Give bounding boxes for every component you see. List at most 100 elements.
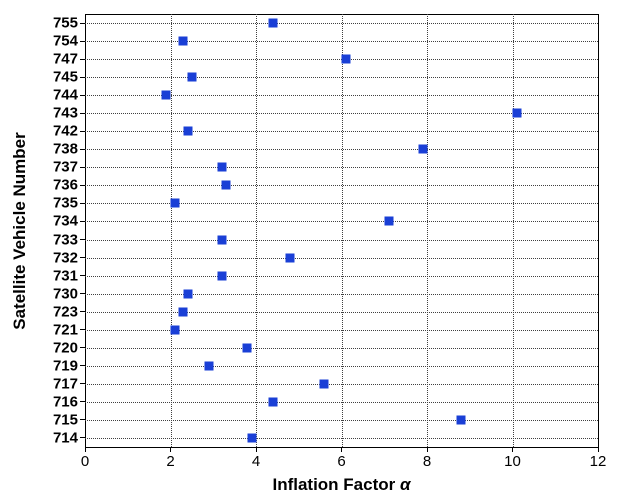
y-tick-mark	[80, 257, 85, 258]
y-tick-mark	[80, 365, 85, 366]
x-gridline	[513, 14, 514, 447]
y-tick-label: 730	[53, 285, 78, 302]
y-tick-mark	[80, 437, 85, 438]
y-tick-mark	[80, 41, 85, 42]
data-marker	[187, 73, 196, 82]
data-marker	[418, 145, 427, 154]
y-gridline	[85, 348, 598, 349]
data-marker	[512, 109, 521, 118]
y-tick-mark	[80, 293, 85, 294]
y-tick-label: 754	[53, 33, 78, 50]
y-tick-label: 736	[53, 177, 78, 194]
x-tick-mark	[512, 447, 513, 452]
y-axis-title-text: Satellite Vehicle Number	[10, 132, 29, 329]
y-gridline	[85, 203, 598, 204]
data-marker	[384, 217, 393, 226]
y-tick-label: 731	[53, 267, 78, 284]
y-tick-mark	[80, 185, 85, 186]
y-gridline	[85, 185, 598, 186]
y-tick-label: 723	[53, 303, 78, 320]
y-tick-label: 737	[53, 159, 78, 176]
x-tick-mark	[598, 447, 599, 452]
y-gridline	[85, 240, 598, 241]
y-gridline	[85, 312, 598, 313]
y-gridline	[85, 23, 598, 24]
x-tick-mark	[427, 447, 428, 452]
axis-border-right	[598, 14, 599, 447]
data-marker	[269, 397, 278, 406]
y-tick-label: 733	[53, 231, 78, 248]
data-marker	[341, 55, 350, 64]
y-tick-label: 717	[53, 375, 78, 392]
data-marker	[247, 433, 256, 442]
data-marker	[183, 289, 192, 298]
y-tick-mark	[80, 77, 85, 78]
y-tick-label: 744	[53, 87, 78, 104]
data-marker	[170, 199, 179, 208]
data-marker	[204, 361, 213, 370]
x-tick-mark	[341, 447, 342, 452]
y-tick-label: 714	[53, 429, 78, 446]
data-marker	[170, 325, 179, 334]
x-tick-label: 4	[252, 453, 260, 470]
data-marker	[286, 253, 295, 262]
y-tick-mark	[80, 275, 85, 276]
y-tick-label: 745	[53, 69, 78, 86]
data-marker	[179, 37, 188, 46]
axis-border-left	[85, 14, 86, 447]
y-gridline	[85, 131, 598, 132]
y-tick-label: 720	[53, 339, 78, 356]
y-tick-mark	[80, 203, 85, 204]
y-tick-mark	[80, 167, 85, 168]
y-gridline	[85, 77, 598, 78]
y-tick-label: 734	[53, 213, 78, 230]
y-tick-mark	[80, 221, 85, 222]
x-tick-label: 2	[166, 453, 174, 470]
data-marker	[269, 19, 278, 28]
y-tick-label: 715	[53, 411, 78, 428]
data-marker	[217, 271, 226, 280]
x-axis-title-text: Inflation Factor	[272, 475, 400, 494]
data-marker	[217, 163, 226, 172]
y-gridline	[85, 221, 598, 222]
y-tick-mark	[80, 311, 85, 312]
x-tick-label: 10	[504, 453, 521, 470]
y-tick-label: 738	[53, 141, 78, 158]
y-tick-mark	[80, 347, 85, 348]
scatter-chart: Satellite Vehicle Number Inflation Facto…	[0, 0, 617, 503]
y-tick-label: 735	[53, 195, 78, 212]
y-tick-mark	[80, 131, 85, 132]
y-tick-label: 721	[53, 321, 78, 338]
data-marker	[243, 343, 252, 352]
y-gridline	[85, 330, 598, 331]
x-gridline	[427, 14, 428, 447]
data-marker	[320, 379, 329, 388]
y-tick-mark	[80, 383, 85, 384]
data-marker	[457, 415, 466, 424]
x-axis-title-alpha: α	[400, 475, 411, 494]
y-tick-mark	[80, 239, 85, 240]
y-tick-label: 747	[53, 51, 78, 68]
data-marker	[183, 127, 192, 136]
y-tick-mark	[80, 419, 85, 420]
x-tick-label: 6	[337, 453, 345, 470]
x-tick-mark	[170, 447, 171, 452]
y-gridline	[85, 366, 598, 367]
x-axis-title: Inflation Factor α	[85, 475, 598, 495]
y-tick-label: 716	[53, 393, 78, 410]
x-gridline	[256, 14, 257, 447]
y-gridline	[85, 420, 598, 421]
y-gridline	[85, 149, 598, 150]
data-marker	[179, 307, 188, 316]
y-gridline	[85, 294, 598, 295]
x-tick-label: 12	[590, 453, 607, 470]
y-gridline	[85, 41, 598, 42]
x-tick-label: 0	[81, 453, 89, 470]
y-tick-label: 742	[53, 123, 78, 140]
x-tick-mark	[256, 447, 257, 452]
y-tick-label: 732	[53, 249, 78, 266]
y-gridline	[85, 384, 598, 385]
y-gridline	[85, 167, 598, 168]
y-tick-mark	[80, 329, 85, 330]
y-tick-label: 743	[53, 105, 78, 122]
